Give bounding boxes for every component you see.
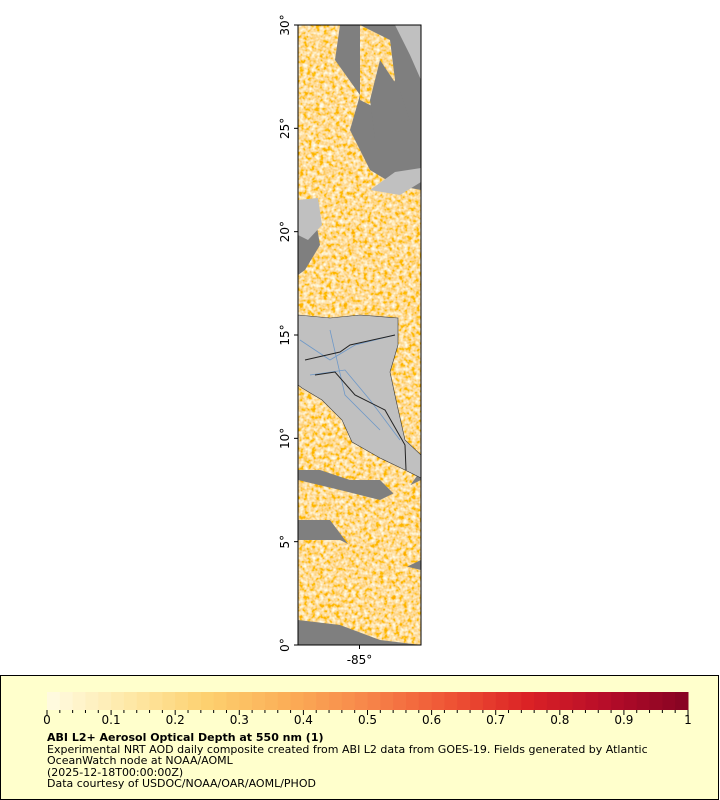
lat-tick-label: 5° <box>278 535 292 549</box>
colorbar-swatch <box>341 692 356 710</box>
colorbar-swatch <box>546 692 561 710</box>
colorbar-swatch <box>393 692 407 710</box>
colorbar-swatch <box>495 692 510 710</box>
colorbar-swatch <box>123 692 138 710</box>
lat-tick-label: 30° <box>278 14 292 35</box>
colorbar-swatch <box>72 692 86 710</box>
colorbar-tick-label: 0.9 <box>614 713 633 727</box>
caption-line: Experimental NRT AOD daily composite cre… <box>47 743 648 756</box>
lat-tick-label: 20° <box>278 221 292 242</box>
colorbar-swatch <box>316 692 330 710</box>
colorbar-swatch <box>329 692 343 710</box>
lat-tick-label: 10° <box>278 428 292 449</box>
rivers <box>299 329 401 441</box>
colorbar-tick-label: 0.5 <box>358 713 377 727</box>
land <box>370 168 421 195</box>
colorbar-swatch <box>111 692 125 710</box>
map <box>298 25 421 645</box>
colorbar-swatch <box>534 692 548 710</box>
colorbar-swatch <box>85 692 99 710</box>
caption-line: (2025-12-18T00:00:00Z) <box>47 766 183 779</box>
legend-title: ABI L2+ Aerosol Optical Depth at 550 nm … <box>47 731 324 744</box>
colorbar-swatch <box>380 692 394 710</box>
colorbar-swatch <box>470 692 484 710</box>
colorbar-swatch <box>649 692 663 710</box>
lat-tick-label: 25° <box>278 118 292 139</box>
colorbar-tick-label: 0.2 <box>166 713 185 727</box>
colorbar-swatch <box>418 692 433 710</box>
caption-line: Data courtesy of USDOC/NOAA/OAR/AOML/PHO… <box>47 777 316 790</box>
colorbar-swatch <box>303 692 317 710</box>
colorbar-swatch <box>188 692 202 710</box>
colorbar-swatch <box>264 692 279 710</box>
colorbar-tick-label: 0.1 <box>102 713 121 727</box>
land <box>298 198 322 240</box>
colorbar-swatch <box>252 692 266 710</box>
colorbar-swatch <box>585 692 599 710</box>
colorbar-tick-label: 0.7 <box>486 713 505 727</box>
colorbar-swatch <box>47 692 61 710</box>
borders <box>304 334 407 471</box>
colorbar-swatch <box>405 692 420 710</box>
lat-tick-label: 15° <box>278 324 292 345</box>
lat-tick-label: 0° <box>278 638 292 652</box>
lon-tick-label: -85° <box>347 653 373 667</box>
colorbar-swatch <box>175 692 189 710</box>
colorbar-swatch <box>623 692 638 710</box>
colorbar-swatch <box>200 692 215 710</box>
colorbar-swatch <box>149 692 163 710</box>
colorbar-tick-label: 0.6 <box>422 713 441 727</box>
colorbar-swatch <box>572 692 586 710</box>
colorbar-swatch <box>226 692 240 710</box>
colorbar-swatch <box>213 692 227 710</box>
colorbar-swatch <box>277 692 292 710</box>
colorbar-swatch <box>431 692 445 710</box>
colorbar-swatch <box>457 692 471 710</box>
colorbar-tick-label: 0.8 <box>550 713 569 727</box>
colorbar-swatch <box>354 692 368 710</box>
colorbar-swatch <box>239 692 253 710</box>
colorbar-swatch <box>675 692 689 710</box>
colorbar-swatch <box>136 692 151 710</box>
colorbar-swatch <box>59 692 74 710</box>
colorbar-swatch <box>367 692 381 710</box>
colorbar-swatch <box>636 692 651 710</box>
caption-line: OceanWatch node at NOAA/AOML <box>47 754 234 767</box>
colorbar-swatch <box>662 692 676 710</box>
colorbar-tick-label: 1 <box>684 713 692 727</box>
colorbar-swatch <box>508 692 522 710</box>
colorbar-tick-label: 0 <box>43 713 51 727</box>
colorbar-tick-label: 0.3 <box>230 713 249 727</box>
colorbar-swatch <box>559 692 574 710</box>
colorbar-swatch <box>482 692 497 710</box>
colorbar-swatch <box>162 692 176 710</box>
land <box>298 314 421 479</box>
colorbar-swatch <box>290 692 304 710</box>
colorbar-swatch <box>444 692 458 710</box>
colorbar-swatch <box>611 692 625 710</box>
colorbar-swatch <box>521 692 535 710</box>
colorbar-swatch <box>98 692 112 710</box>
colorbar-tick-label: 0.4 <box>294 713 313 727</box>
land <box>395 25 421 80</box>
colorbar-swatch <box>598 692 612 710</box>
